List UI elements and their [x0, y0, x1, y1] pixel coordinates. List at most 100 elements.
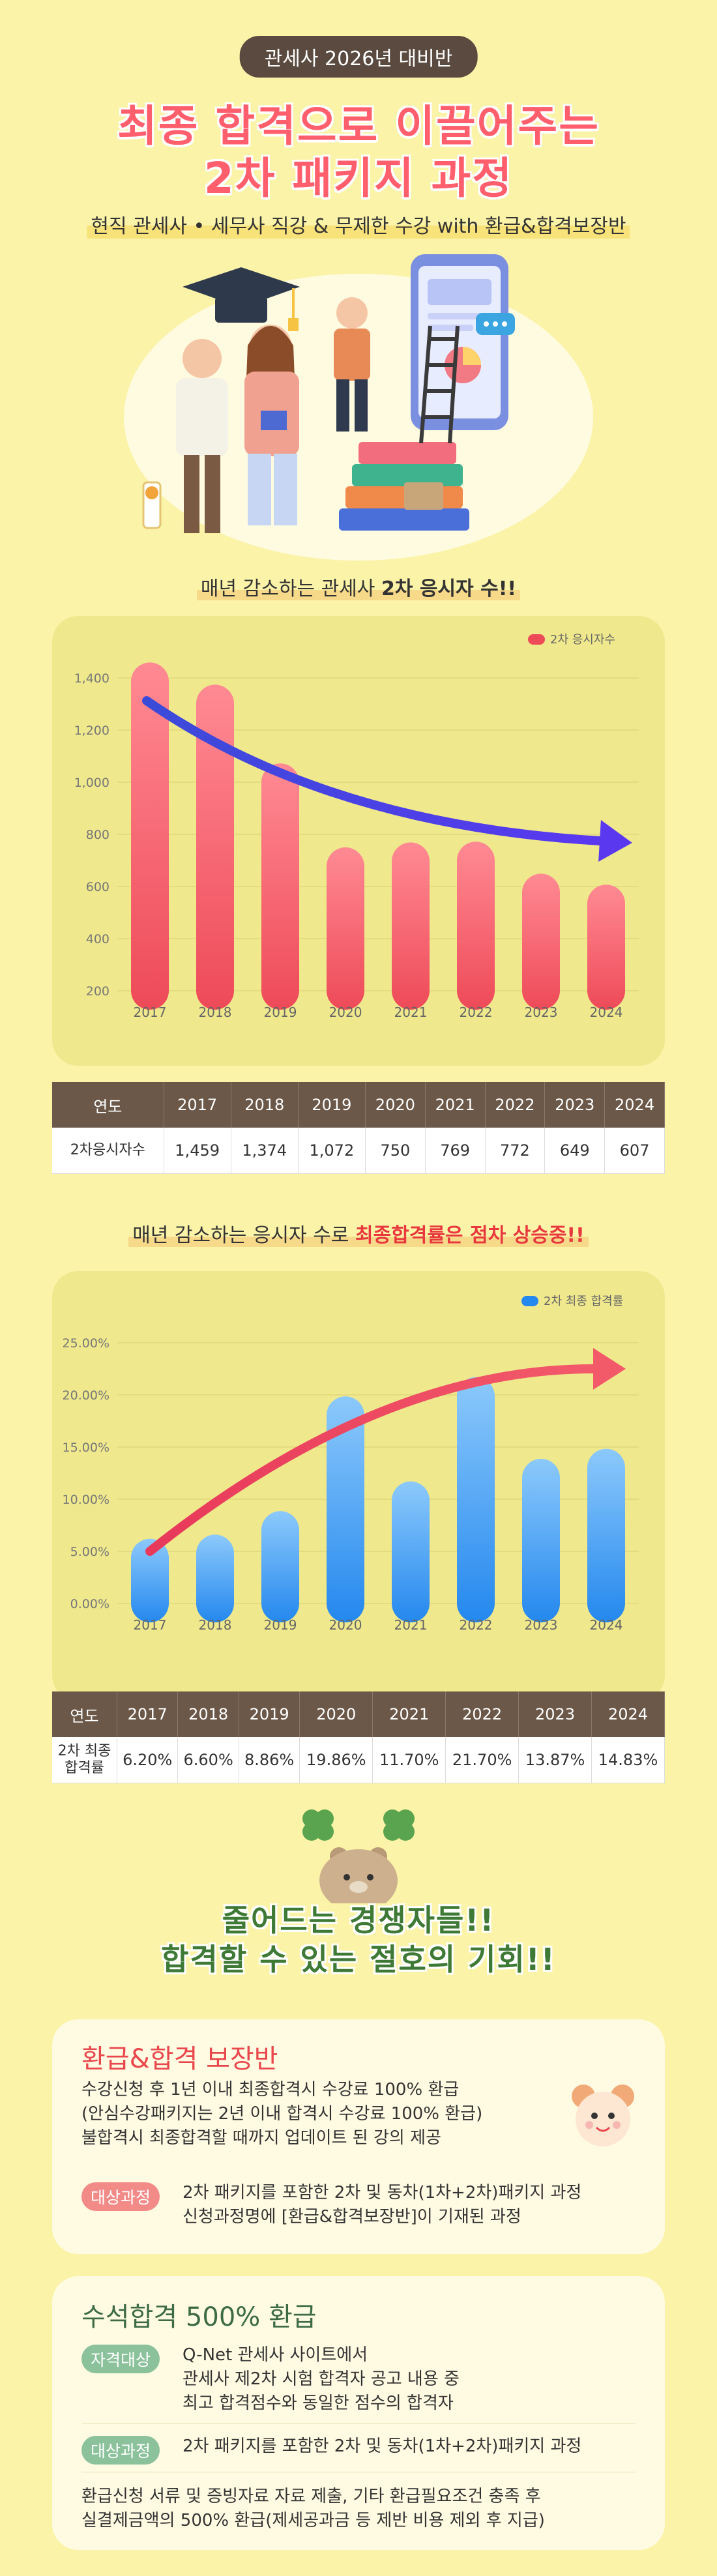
target-course-tag: 대상과정	[81, 2182, 160, 2211]
opportunity-line1: 줄어드는 경쟁자들!!	[222, 1903, 495, 1938]
legend-label: 2차 응시자수	[550, 633, 615, 647]
x-tick-label: 2021	[394, 1004, 428, 1020]
y-tick-label: 200	[86, 984, 110, 999]
trend-arrow	[145, 1364, 598, 1556]
y-tick-label: 0.00%	[70, 1597, 110, 1611]
qualification-line: Q-Net 관세사 사이트에서	[183, 2345, 368, 2365]
x-tick-label: 2023	[525, 1004, 558, 1020]
x-tick-label: 2020	[329, 1004, 362, 1020]
y-tick-label: 800	[86, 828, 110, 842]
legend: 2차 최종 합격률	[521, 1295, 623, 1308]
table-header-year: 2023	[518, 1691, 593, 1737]
table-header-row: 연도 2017 2018 2019 2020 2021 2022 2023 2024	[52, 1691, 665, 1737]
section2-heading-red: 최종합격률은 점차 상승중!!	[355, 1224, 585, 1247]
bar	[131, 1538, 169, 1622]
bar	[392, 842, 430, 1010]
table-header-year: 2022	[445, 1691, 519, 1737]
table-header-year: 2020	[365, 1082, 426, 1128]
hero-illustration	[142, 254, 515, 533]
top-card-target: 2차 패키지를 포함한 2차 및 동차(1차+2차)패키지 과정	[183, 2437, 582, 2456]
books-icon	[339, 442, 469, 531]
clover-icon	[302, 1809, 415, 1841]
table-row-label: 2차 최종 합격률	[52, 1737, 117, 1783]
section1-heading-bold: 2차 응시자 수!!	[381, 578, 517, 600]
table-cell: 8.86%	[239, 1737, 300, 1783]
x-tick-label: 2019	[264, 1004, 297, 1020]
section1-heading-text: 매년 감소하는 관세사	[200, 578, 381, 600]
bar	[327, 847, 364, 1010]
legend: 2차 응시자수	[528, 633, 615, 647]
applicants-chart-panel: 200 400 600 800 1,000 1,200 1,400 2017 2018 2019 2…	[52, 616, 665, 1066]
refund-line: (안심수강패키지는 2년 이내 합격시 수강료 100% 환급)	[81, 2104, 483, 2124]
top-scorer-refund-card: 수석합격 500% 환급 자격대상 Q-Net 관세사 사이트에서 관세사 제2…	[52, 2276, 665, 2550]
table-cell: 14.83%	[591, 1737, 665, 1783]
ladder-icon	[419, 325, 460, 444]
table-row-label: 2차응시자수	[52, 1128, 164, 1174]
table-header-year: 2017	[117, 1691, 179, 1737]
table-cell: 750	[365, 1128, 426, 1174]
note-line: 환급신청 서류 및 증빙자료 자료 제출, 기타 환급필요조건 충족 후	[81, 2487, 541, 2506]
refund-notes: 환급신청 서류 및 증빙자료 자료 제출, 기타 환급필요조건 충족 후 실결제…	[81, 2485, 545, 2533]
legend-label: 2차 최종 합격률	[544, 1295, 623, 1308]
x-tick-label: 2021	[394, 1617, 428, 1633]
qualification-line: 관세사 제2차 시험 합격자 공고 내용 중	[183, 2369, 460, 2389]
bar	[587, 1448, 625, 1622]
pass-rate-chart-panel: 0.00% 5.00% 10.00% 15.00% 20.00% 25.00% 2017 20…	[52, 1271, 665, 1701]
phone-icon	[411, 254, 508, 430]
y-tick-label: 20.00%	[63, 1388, 110, 1403]
table-header-label: 연도	[52, 1691, 117, 1737]
table-cell: 769	[425, 1128, 486, 1174]
table-cell: 1,072	[298, 1128, 366, 1174]
refund-line: 수강신청 후 1년 이내 최종합격시 수강료 100% 환급	[81, 2080, 460, 2100]
refund-card-description: 수강신청 후 1년 이내 최종합격시 수강료 100% 환급 (안심수강패키지는…	[81, 2078, 482, 2150]
table-cell: 1,374	[231, 1128, 299, 1174]
table-header-year: 2019	[298, 1082, 366, 1128]
y-tick-label: 25.00%	[63, 1336, 110, 1351]
table-cell: 772	[485, 1128, 546, 1174]
bar	[196, 1534, 234, 1622]
x-tick-label: 2017	[134, 1617, 167, 1633]
x-tick-label: 2024	[590, 1617, 623, 1633]
course-badge: 관세사 2026년 대비반	[239, 36, 478, 78]
table-header-year: 2018	[177, 1691, 239, 1737]
table-cell: 13.87%	[518, 1737, 593, 1783]
bar	[261, 763, 299, 1010]
trend-arrow-head	[593, 1348, 626, 1390]
table-header-year: 2019	[239, 1691, 300, 1737]
bar	[261, 1511, 299, 1622]
student-man-figure	[334, 297, 370, 432]
refund-target-description: 2차 패키지를 포함한 2차 및 동차(1차+2차)패키지 과정 신청과정명에 …	[183, 2181, 581, 2229]
table-row: 2차응시자수 1,459 1,374 1,072 750 769 772 649 607	[52, 1128, 665, 1174]
y-tick-label: 1,400	[74, 671, 110, 686]
x-tick-label: 2022	[460, 1004, 493, 1020]
opportunity-line2: 합격할 수 있는 절호의 기회!!	[161, 1942, 556, 1977]
x-tick-label: 2018	[199, 1617, 232, 1633]
table-cell: 19.86%	[299, 1737, 373, 1783]
graduation-cap-icon	[183, 267, 300, 331]
x-tick-label: 2017	[134, 1004, 167, 1020]
bar	[457, 1377, 495, 1622]
table-header-row: 연도 2017 2018 2019 2020 2021 2022 2023 2024	[52, 1082, 665, 1128]
bar	[587, 885, 625, 1010]
table-header-year: 2018	[231, 1082, 299, 1128]
x-tick-label: 2024	[590, 1004, 623, 1020]
bar	[522, 873, 560, 1010]
professor-figure	[176, 339, 228, 533]
target-course-tag: 대상과정	[81, 2436, 160, 2465]
table-header-year: 2021	[425, 1082, 486, 1128]
mascot-icon	[572, 2085, 634, 2146]
target-line: 신청과정명에 [환급&합격보장반]이 기재된 과정	[183, 2207, 521, 2227]
bar	[196, 684, 234, 1010]
trend-arrow	[142, 696, 604, 845]
refund-line: 불합격시 최종합격할 때까지 업데이트 된 강의 제공	[81, 2128, 441, 2148]
bar	[522, 1459, 560, 1622]
y-tick-label: 5.00%	[70, 1545, 110, 1559]
legend-swatch	[528, 634, 545, 645]
bar	[131, 662, 169, 1010]
row-label-line: 합격률	[65, 1759, 104, 1776]
top-card-title: 수석합격 500% 환급	[81, 2302, 317, 2332]
bar	[457, 842, 495, 1010]
table-cell: 21.70%	[445, 1737, 519, 1783]
table-header-label: 연도	[52, 1082, 164, 1128]
main-title-line1: 최종 합격으로 이끌어주는	[117, 101, 600, 151]
